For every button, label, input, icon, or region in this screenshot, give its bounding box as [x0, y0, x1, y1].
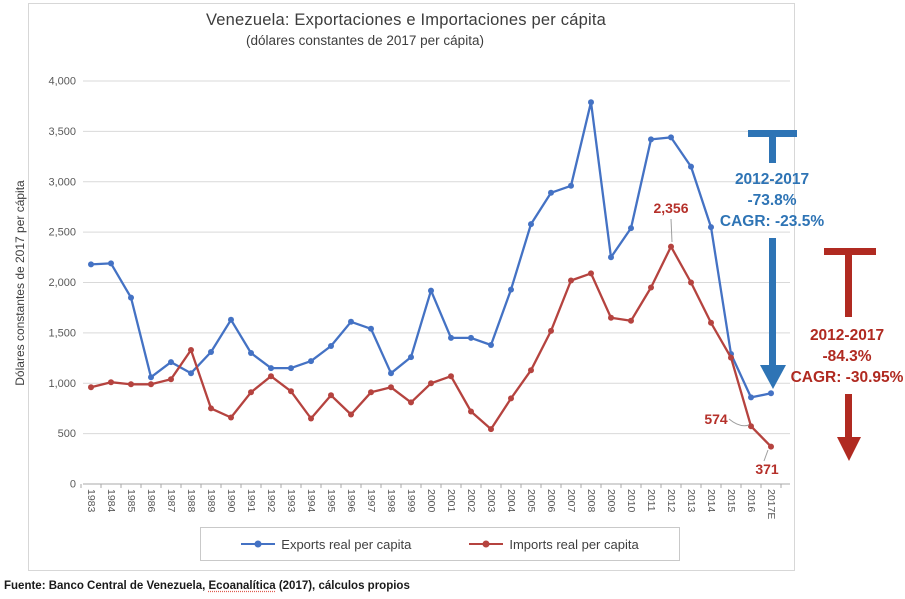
y-axis-title: Dólares constantes de 2017 per cápita	[13, 180, 27, 386]
svg-text:1993: 1993	[285, 489, 297, 513]
svg-text:1988: 1988	[185, 489, 197, 513]
source-note-highlight: Ecoanalítica	[208, 580, 276, 592]
svg-text:1995: 1995	[325, 489, 337, 513]
annotation-exports-period: 2012-2017	[734, 171, 810, 188]
svg-text:3,000: 3,000	[48, 176, 76, 188]
svg-text:2017E: 2017E	[765, 489, 777, 519]
chart-frame	[28, 3, 795, 571]
source-note-part2: (2017), cálculos propios	[275, 580, 410, 592]
svg-text:2007: 2007	[565, 489, 577, 513]
legend-item-exports: Exports real per capita	[241, 537, 411, 552]
svg-text:2009: 2009	[605, 489, 617, 513]
svg-text:2015: 2015	[725, 489, 737, 513]
annotation-imports-pct: -84.3%	[822, 348, 872, 365]
data-label-imports-2012: 2,356	[653, 200, 689, 216]
chart-subtitle: (dólares constantes de 2017 per cápita)	[246, 33, 484, 48]
svg-text:2000: 2000	[425, 489, 437, 513]
annotation-imports-period: 2012-2017	[809, 327, 885, 344]
svg-text:1999: 1999	[405, 489, 417, 513]
annotation-imports-cagr: CAGR: -30.95%	[790, 369, 904, 386]
svg-text:1997: 1997	[365, 489, 377, 513]
svg-text:1,000: 1,000	[48, 378, 76, 390]
x-axis-labels: 1983 1984 1985 1986 1987 1988 1989 1990 1991 1992…	[85, 489, 777, 519]
svg-text:2003: 2003	[485, 489, 497, 513]
svg-text:1989: 1989	[205, 489, 217, 513]
exports-marker-dot-icon	[254, 540, 262, 548]
svg-text:2011: 2011	[645, 489, 657, 512]
svg-text:1984: 1984	[105, 489, 117, 513]
svg-text:2014: 2014	[705, 489, 717, 513]
svg-text:2004: 2004	[505, 489, 517, 513]
annotation-imports-decline: 2012-2017 -84.3% CAGR: -30.95%	[783, 325, 905, 388]
annotation-exports-cagr: CAGR: -23.5%	[719, 213, 825, 230]
svg-text:1998: 1998	[385, 489, 397, 513]
legend: Exports real per capita Imports real per…	[200, 527, 680, 561]
data-label-imports-2016: 574	[704, 411, 728, 427]
svg-text:2010: 2010	[625, 489, 637, 513]
svg-text:2001: 2001	[445, 489, 457, 513]
imports-decline-arrow-icon	[824, 248, 876, 461]
svg-text:4,000: 4,000	[48, 76, 76, 88]
x-axis	[80, 483, 790, 488]
svg-text:1992: 1992	[265, 489, 277, 513]
svg-text:3,500: 3,500	[48, 126, 76, 138]
svg-text:2,500: 2,500	[48, 227, 76, 239]
svg-text:1990: 1990	[225, 489, 237, 513]
annotation-exports-decline: 2012-2017 -73.8% CAGR: -23.5%	[699, 169, 845, 232]
legend-label-imports: Imports real per capita	[509, 536, 639, 552]
svg-text:0: 0	[70, 479, 76, 491]
exports-decline-arrow-icon	[748, 130, 797, 389]
svg-text:1983: 1983	[85, 489, 97, 513]
svg-text:1991: 1991	[245, 489, 257, 513]
gridlines	[83, 80, 790, 435]
svg-text:1986: 1986	[145, 489, 157, 513]
exports-line-marker-icon	[241, 540, 276, 548]
svg-text:2013: 2013	[685, 489, 697, 513]
data-label-leaders	[670, 218, 769, 462]
svg-text:2012: 2012	[665, 489, 677, 513]
exports-series	[88, 99, 774, 401]
svg-text:1985: 1985	[125, 489, 137, 513]
svg-text:1987: 1987	[165, 489, 177, 513]
data-label-imports-2017: 371	[755, 461, 779, 477]
imports-series	[88, 243, 774, 450]
svg-text:2002: 2002	[465, 489, 477, 513]
svg-text:2005: 2005	[525, 489, 537, 513]
y-axis-labels: 0 500 1,000 1,500 2,000 2,500 3,000 3,500 4,000	[48, 76, 76, 491]
svg-text:2006: 2006	[545, 489, 557, 513]
imports-marker-dot-icon	[482, 540, 490, 548]
svg-text:2016: 2016	[745, 489, 757, 513]
source-note: Fuente: Banco Central de Venezuela, Ecoa…	[4, 580, 410, 592]
svg-text:500: 500	[58, 428, 76, 440]
annotation-exports-pct: -73.8%	[747, 192, 797, 209]
svg-text:1,500: 1,500	[48, 327, 76, 339]
legend-item-imports: Imports real per capita	[469, 536, 639, 552]
svg-text:2008: 2008	[585, 489, 597, 513]
svg-text:1996: 1996	[345, 489, 357, 513]
legend-label-exports: Exports real per capita	[281, 536, 412, 552]
svg-text:2,000: 2,000	[48, 277, 76, 289]
svg-text:1994: 1994	[305, 489, 317, 513]
chart-title: Venezuela: Exportaciones e Importaciones…	[205, 11, 607, 29]
imports-line-marker-icon	[469, 540, 504, 548]
source-note-part1: Fuente: Banco Central de Venezuela,	[4, 580, 209, 592]
